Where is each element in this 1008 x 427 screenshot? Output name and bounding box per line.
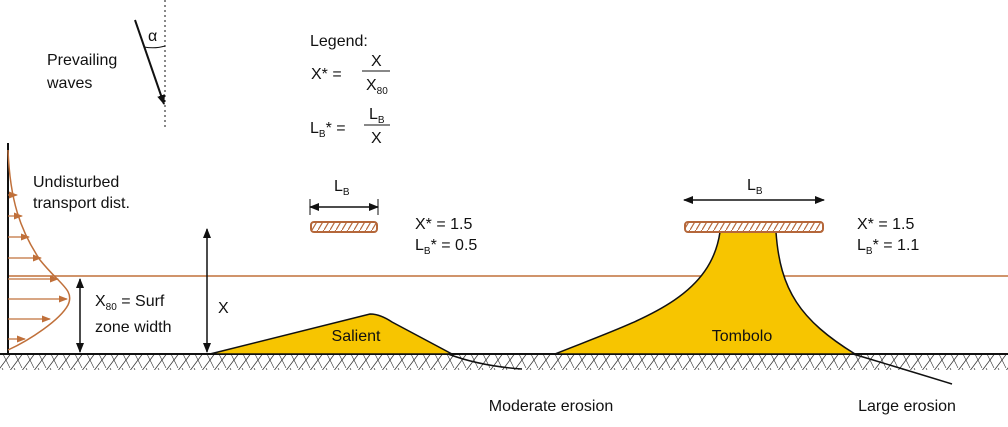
sub: B <box>319 129 326 140</box>
tombolo-shape <box>554 231 858 355</box>
sym: L <box>334 178 343 195</box>
sub: B <box>343 187 350 198</box>
sub: 80 <box>106 302 118 313</box>
erosion-label: Large erosion <box>858 398 956 415</box>
erosion-line <box>852 353 953 385</box>
sym: L <box>310 120 319 137</box>
transport-arrows <box>8 191 68 343</box>
sym: L <box>747 177 756 194</box>
salient-shape <box>209 313 453 355</box>
sub: B <box>378 115 385 126</box>
waves-label: Prevailing <box>47 52 117 69</box>
legend-lhs: LB* = <box>310 120 346 140</box>
sym: X <box>366 77 377 94</box>
ground-hatch <box>0 354 1008 370</box>
sub: B <box>756 186 763 197</box>
legend-num: LB <box>369 106 385 126</box>
sym: L <box>415 237 424 254</box>
breakwater <box>310 221 378 233</box>
transport-curve <box>7 149 71 351</box>
text: * = 1.1 <box>873 237 920 254</box>
sub: B <box>866 246 873 257</box>
ratio-label: LB* = 0.5 <box>415 237 477 257</box>
text: * = 0.5 <box>431 237 478 254</box>
lb-label: LB <box>747 177 763 197</box>
legend-num: X <box>371 53 382 70</box>
angle-arc <box>143 45 166 49</box>
sym: * = <box>326 120 346 137</box>
legend-den: X80 <box>366 77 388 97</box>
transport-label: transport dist. <box>33 195 130 212</box>
breakwater <box>684 221 824 233</box>
sub: 80 <box>377 86 389 97</box>
sym: L <box>857 237 866 254</box>
sym: X <box>95 293 106 310</box>
legend-den: X <box>371 130 382 147</box>
surf-label: zone width <box>95 319 172 336</box>
erosion-line <box>447 353 523 370</box>
feature-label: Salient <box>332 328 381 345</box>
feature-label: Tombolo <box>712 328 773 345</box>
ratio-label: X* = 1.5 <box>415 216 472 233</box>
legend-lhs: X* = <box>311 66 342 83</box>
ratio-label: X* = 1.5 <box>857 216 914 233</box>
transport-label: Undisturbed <box>33 174 119 191</box>
ratio-label: LB* = 1.1 <box>857 237 919 257</box>
wave-arrow <box>134 19 165 105</box>
sub: B <box>424 246 431 257</box>
text: = Surf <box>117 293 165 310</box>
angle-label: α <box>148 28 157 45</box>
waves-label: waves <box>46 75 92 92</box>
x-label: X <box>218 300 229 317</box>
surf-label: X80 = Surf <box>95 293 165 313</box>
erosion-label: Moderate erosion <box>489 398 614 415</box>
legend-title: Legend: <box>310 33 368 50</box>
lb-label: LB <box>334 178 350 198</box>
sym: L <box>369 106 378 123</box>
